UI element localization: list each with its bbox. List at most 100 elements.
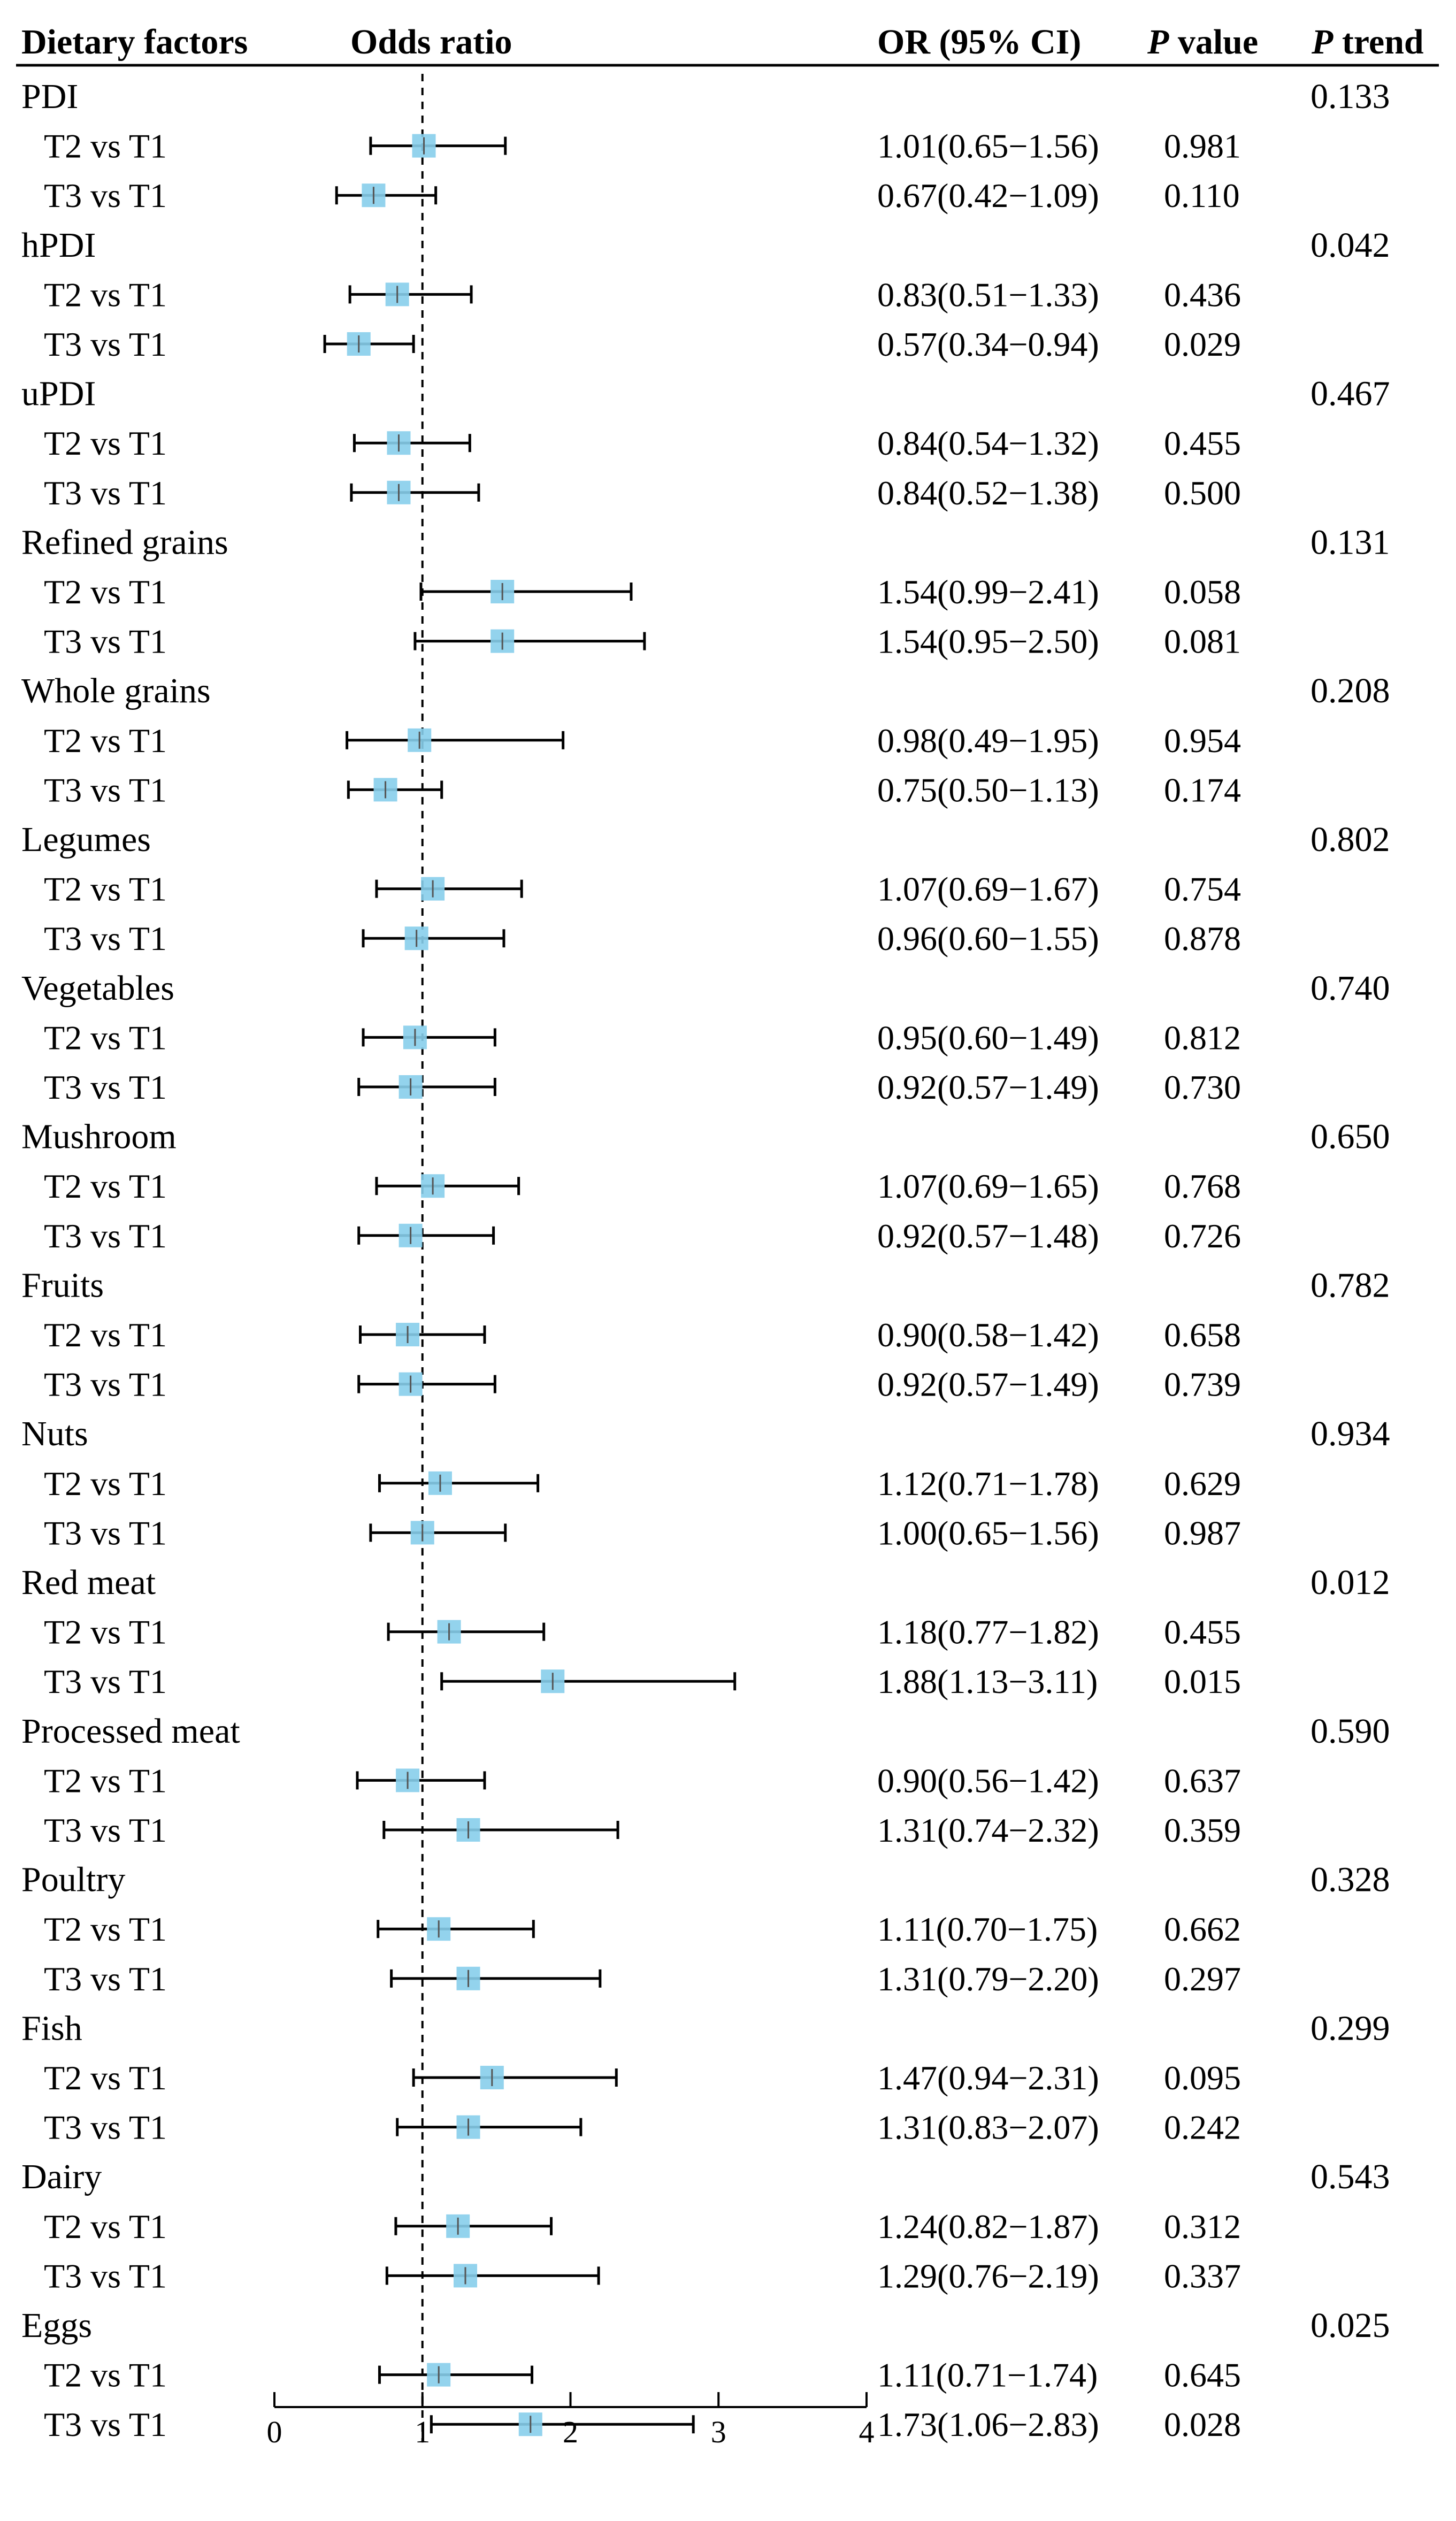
group-label: Fruits bbox=[21, 1266, 104, 1305]
comparison-label: T2 vs T1 bbox=[44, 1910, 167, 1948]
p-trend-value: 0.208 bbox=[1311, 671, 1390, 710]
x-tick-label: 2 bbox=[563, 2415, 578, 2449]
p-trend-value: 0.590 bbox=[1311, 1712, 1390, 1751]
or-ci-value: 0.98(0.49−1.95) bbox=[877, 722, 1099, 760]
comparison-label: T3 vs T1 bbox=[44, 1514, 167, 1552]
or-ci-value: 0.84(0.54−1.32) bbox=[877, 424, 1099, 462]
header-dietary-factors: Dietary factors bbox=[21, 22, 248, 62]
comparison-label: T3 vs T1 bbox=[44, 919, 167, 957]
comparison-label: T3 vs T1 bbox=[44, 771, 167, 809]
or-ci-value: 1.12(0.71−1.78) bbox=[877, 1465, 1099, 1503]
p-value: 0.174 bbox=[1164, 771, 1241, 809]
group-label: uPDI bbox=[21, 374, 96, 413]
p-value: 0.455 bbox=[1164, 424, 1241, 462]
group-label: Vegetables bbox=[21, 969, 174, 1008]
or-ci-value: 0.75(0.50−1.13) bbox=[877, 771, 1099, 809]
or-ci-value: 1.73(1.06−2.83) bbox=[877, 2405, 1099, 2443]
p-value: 0.110 bbox=[1164, 177, 1240, 214]
x-tick-label: 0 bbox=[267, 2415, 282, 2449]
header-p-value: P value bbox=[1147, 22, 1258, 62]
rows-layer: PDI 0.133 T2 vs T1 1.01(0.65−1.56) 0.981 T3 v… bbox=[21, 77, 1390, 2443]
header-or-ci: OR (95% CI) bbox=[877, 22, 1081, 62]
p-value: 0.095 bbox=[1164, 2059, 1241, 2097]
p-value: 0.730 bbox=[1164, 1068, 1241, 1106]
p-value: 0.015 bbox=[1164, 1662, 1241, 1700]
or-ci-value: 1.88(1.13−3.11) bbox=[877, 1662, 1098, 1700]
comparison-label: T2 vs T1 bbox=[44, 2059, 167, 2097]
p-trend-value: 0.012 bbox=[1311, 1563, 1390, 1602]
p-trend-value: 0.042 bbox=[1311, 226, 1390, 265]
header-p-trend: P trend bbox=[1311, 22, 1424, 62]
p-value: 0.629 bbox=[1164, 1465, 1241, 1503]
group-label: Legumes bbox=[21, 820, 151, 859]
p-value: 0.878 bbox=[1164, 919, 1241, 957]
p-value: 0.297 bbox=[1164, 1960, 1241, 1998]
p-trend-value: 0.299 bbox=[1311, 2009, 1390, 2048]
x-tick-label: 4 bbox=[859, 2415, 875, 2449]
group-label: hPDI bbox=[21, 226, 96, 265]
p-value: 0.242 bbox=[1164, 2109, 1241, 2147]
or-ci-value: 0.83(0.51−1.33) bbox=[877, 275, 1099, 313]
comparison-label: T3 vs T1 bbox=[44, 623, 167, 661]
or-ci-value: 1.18(0.77−1.82) bbox=[877, 1613, 1099, 1651]
or-ci-value: 1.07(0.69−1.67) bbox=[877, 870, 1099, 908]
comparison-label: T3 vs T1 bbox=[44, 2257, 167, 2295]
p-value: 0.029 bbox=[1164, 325, 1241, 363]
or-ci-value: 1.31(0.74−2.32) bbox=[877, 1811, 1099, 1849]
comparison-label: T3 vs T1 bbox=[44, 1068, 167, 1106]
p-value: 0.455 bbox=[1164, 1613, 1241, 1651]
p-trend-value: 0.650 bbox=[1311, 1117, 1390, 1156]
group-label: Fish bbox=[21, 2009, 82, 2048]
or-ci-value: 0.90(0.58−1.42) bbox=[877, 1316, 1099, 1354]
p-value: 0.312 bbox=[1164, 2208, 1241, 2246]
p-trend-value: 0.133 bbox=[1311, 77, 1390, 116]
p-value: 0.359 bbox=[1164, 1811, 1241, 1849]
comparison-label: T2 vs T1 bbox=[44, 1761, 167, 1799]
comparison-label: T2 vs T1 bbox=[44, 1167, 167, 1205]
comparison-label: T2 vs T1 bbox=[44, 573, 167, 611]
comparison-label: T2 vs T1 bbox=[44, 870, 167, 908]
p-value: 0.754 bbox=[1164, 870, 1241, 908]
p-value: 0.768 bbox=[1164, 1167, 1241, 1205]
comparison-label: T2 vs T1 bbox=[44, 1018, 167, 1056]
comparison-label: T3 vs T1 bbox=[44, 2405, 167, 2443]
p-value: 0.637 bbox=[1164, 1761, 1241, 1799]
comparison-label: T2 vs T1 bbox=[44, 1613, 167, 1651]
comparison-label: T3 vs T1 bbox=[44, 1811, 167, 1849]
comparison-label: T3 vs T1 bbox=[44, 1366, 167, 1404]
p-value: 0.812 bbox=[1164, 1018, 1241, 1056]
or-ci-value: 1.11(0.70−1.75) bbox=[877, 1910, 1098, 1948]
group-label: Processed meat bbox=[21, 1712, 240, 1751]
x-tick-label: 1 bbox=[415, 2415, 430, 2449]
header-p-value-italic: P bbox=[1147, 22, 1169, 62]
or-ci-value: 0.90(0.56−1.42) bbox=[877, 1761, 1099, 1799]
p-value: 0.058 bbox=[1164, 573, 1241, 611]
header-p-trend-italic: P bbox=[1311, 22, 1334, 62]
or-ci-value: 0.84(0.52−1.38) bbox=[877, 474, 1099, 512]
comparison-label: T2 vs T1 bbox=[44, 1465, 167, 1503]
or-ci-value: 0.96(0.60−1.55) bbox=[877, 919, 1099, 957]
comparison-label: T2 vs T1 bbox=[44, 1316, 167, 1354]
or-ci-value: 0.57(0.34−0.94) bbox=[877, 325, 1099, 363]
group-label: Refined grains bbox=[21, 523, 228, 562]
comparison-label: T2 vs T1 bbox=[44, 275, 167, 313]
header-p-trend-rest: trend bbox=[1333, 22, 1423, 62]
comparison-label: T3 vs T1 bbox=[44, 1960, 167, 1998]
header-p-value-rest: value bbox=[1169, 22, 1258, 62]
or-ci-value: 1.54(0.99−2.41) bbox=[877, 573, 1099, 611]
group-label: Red meat bbox=[21, 1563, 156, 1602]
or-ci-value: 1.24(0.82−1.87) bbox=[877, 2208, 1099, 2246]
or-ci-value: 0.92(0.57−1.49) bbox=[877, 1068, 1099, 1106]
p-trend-value: 0.543 bbox=[1311, 2157, 1390, 2196]
or-ci-value: 1.29(0.76−2.19) bbox=[877, 2257, 1099, 2295]
comparison-label: T2 vs T1 bbox=[44, 424, 167, 462]
or-ci-value: 1.00(0.65−1.56) bbox=[877, 1514, 1099, 1552]
p-trend-value: 0.328 bbox=[1311, 1860, 1390, 1899]
p-value: 0.662 bbox=[1164, 1910, 1241, 1948]
p-value: 0.436 bbox=[1164, 275, 1241, 313]
group-label: Poultry bbox=[21, 1860, 125, 1899]
or-ci-value: 1.31(0.79−2.20) bbox=[877, 1960, 1099, 1998]
p-value: 0.658 bbox=[1164, 1316, 1241, 1354]
p-value: 0.081 bbox=[1164, 623, 1241, 661]
group-label: Nuts bbox=[21, 1414, 88, 1453]
